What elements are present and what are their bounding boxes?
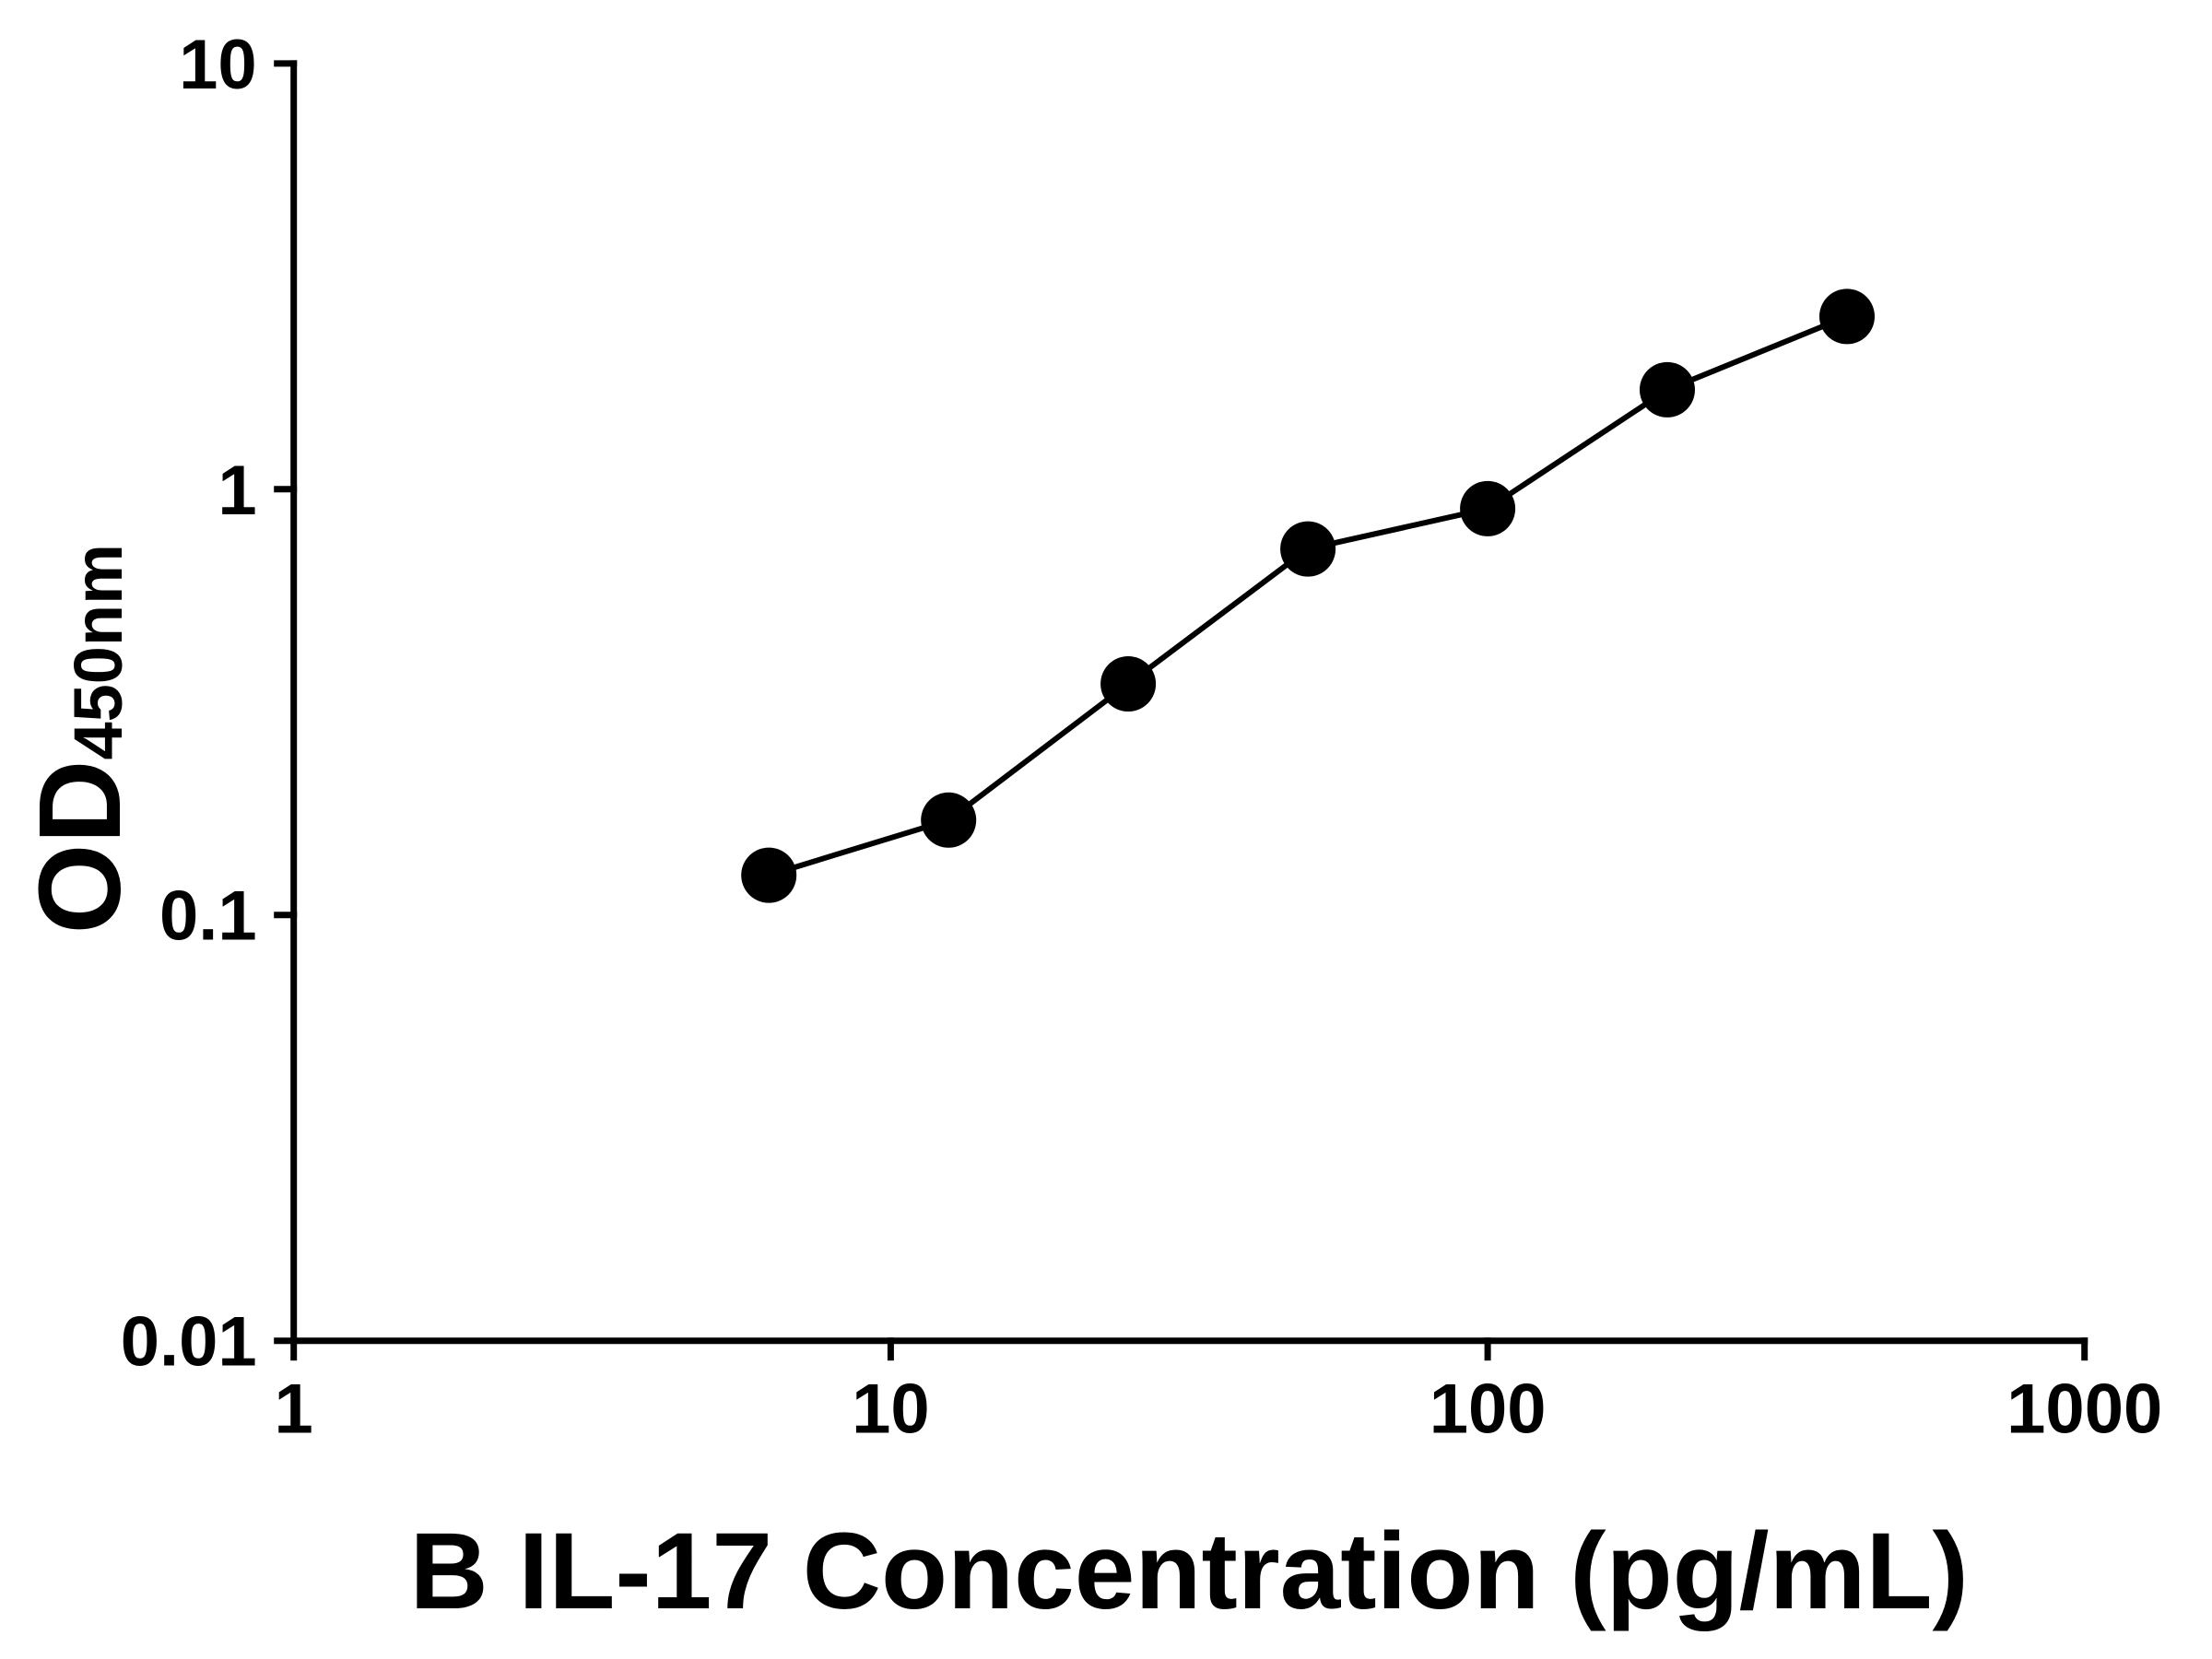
svg-text:100: 100 [1430, 1371, 1547, 1449]
svg-text:1: 1 [275, 1371, 313, 1449]
svg-text:OD450nm: OD450nm [15, 544, 145, 934]
svg-text:1: 1 [218, 452, 256, 530]
svg-text:0.1: 0.1 [159, 877, 257, 956]
svg-text:10: 10 [852, 1371, 930, 1449]
svg-text:0.01: 0.01 [121, 1303, 257, 1382]
svg-text:10: 10 [179, 26, 257, 104]
svg-text:1000: 1000 [2006, 1371, 2162, 1449]
svg-text:B IL-17 Concentration (pg/mL): B IL-17 Concentration (pg/mL) [410, 1511, 1969, 1632]
